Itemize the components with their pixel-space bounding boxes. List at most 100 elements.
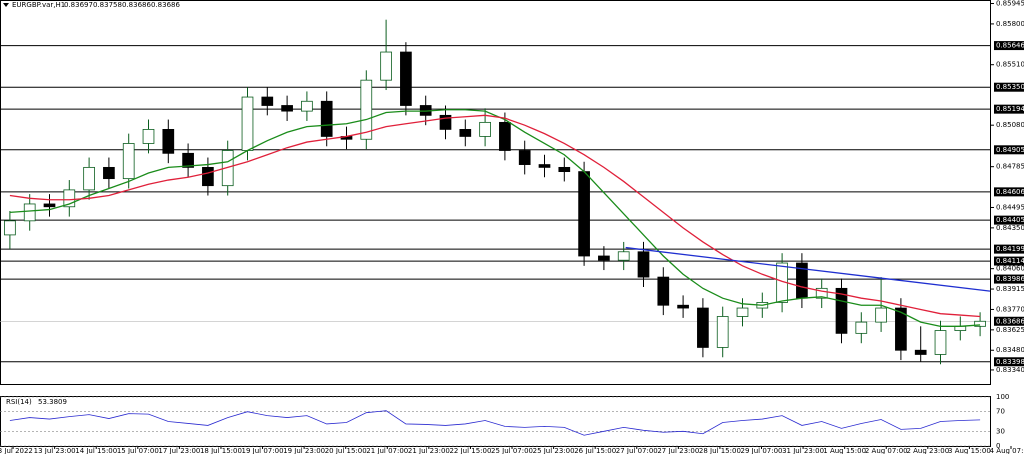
- candle-body: [677, 304, 689, 309]
- ohlc-value: 0.83686: [122, 1, 151, 9]
- ohlc-value: 0.83686: [151, 1, 180, 9]
- y-tick-label: 0.83770: [996, 305, 1024, 313]
- candle-body: [301, 100, 313, 112]
- candle-body: [202, 166, 214, 187]
- candle-body: [23, 203, 36, 222]
- candle-body: [83, 166, 95, 191]
- candle-body: [974, 320, 986, 327]
- x-tick-label: 29 Jul 07:00: [741, 447, 783, 454]
- candle-body: [380, 51, 392, 81]
- x-tick-label: 1 Aug 15:00: [823, 447, 866, 454]
- ohlc-value: 0.83697: [64, 1, 93, 9]
- candle-body: [855, 321, 868, 334]
- candle-body: [815, 287, 828, 299]
- x-tick-label: 18 Jul 15:00: [200, 447, 242, 454]
- candle-body: [934, 330, 947, 355]
- candle-body: [4, 220, 16, 236]
- title-arrow: [3, 3, 9, 7]
- candle-body: [914, 349, 927, 355]
- x-tick-label: 2 Aug 23:00: [906, 447, 949, 454]
- candle-body: [162, 129, 175, 154]
- x-tick-label: 21 Jul 07:00: [366, 447, 408, 454]
- candle-body: [360, 79, 373, 140]
- y-tick-label: 0.83915: [996, 285, 1024, 293]
- y-tick-label: 0.85945: [996, 0, 1024, 8]
- candle-body: [736, 307, 749, 317]
- last-price-label: 0.83686: [996, 317, 1024, 325]
- candle-body: [122, 143, 135, 180]
- x-tick-label: 13 Jul 23:00: [34, 447, 76, 454]
- y-tick-label: 0.84350: [996, 224, 1024, 232]
- level-label-box: [994, 215, 1024, 225]
- level-label: 0.85646: [996, 42, 1024, 50]
- moving-average: [9, 109, 981, 327]
- y-tick-label: 0.84495: [996, 203, 1024, 211]
- x-tick-label: 25 Jul 07:00: [491, 447, 533, 454]
- price-panel: [0, 0, 991, 385]
- rsi-tick-label: 70: [996, 408, 1005, 416]
- x-tick-label: 31 Jul 23:00: [782, 447, 824, 454]
- x-tick-label: 14 Jul 15:00: [75, 447, 117, 454]
- y-tick-label: 0.83340: [996, 366, 1024, 374]
- candle-body: [518, 150, 531, 165]
- level-label: 0.84114: [996, 257, 1024, 265]
- level-label: 0.83398: [996, 358, 1024, 366]
- candle-body: [617, 251, 630, 261]
- level-label: 0.85194: [996, 105, 1024, 113]
- y-tick-label: 0.83480: [996, 346, 1024, 354]
- x-tick-label: 22 Jul 15:00: [449, 447, 491, 454]
- level-label: 0.83986: [996, 275, 1024, 283]
- rsi-panel: [0, 396, 991, 447]
- level-label: 0.85350: [996, 83, 1024, 91]
- level-label-box: [994, 41, 1024, 51]
- x-tick-label: 21 Jul 23:00: [408, 447, 450, 454]
- candle-body: [439, 114, 452, 130]
- candle-body: [182, 152, 194, 168]
- x-tick-label: 26 Jul 15:00: [574, 447, 616, 454]
- candle-body: [895, 307, 907, 351]
- rsi-name: RSI(14): [6, 398, 32, 406]
- x-tick-label: 2 Aug 07:00: [865, 447, 908, 454]
- x-tick-label: 17 Jul 23:00: [158, 447, 200, 454]
- candle-body: [835, 287, 848, 334]
- x-tick-label: 19 Jul 23:00: [283, 447, 325, 454]
- level-label-box: [994, 357, 1024, 367]
- candle-body: [637, 251, 650, 278]
- x-tick-label: 27 Jul 07:00: [616, 447, 658, 454]
- level-label-box: [994, 187, 1024, 197]
- level-label-box: [994, 82, 1024, 92]
- candle-body: [657, 276, 670, 306]
- rsi-last: 53.3809: [38, 398, 67, 406]
- trendline: [625, 246, 991, 292]
- x-tick-label: 4 Aug 07:00: [990, 447, 1024, 454]
- candle-body: [281, 105, 293, 112]
- level-label-box: [994, 244, 1024, 254]
- candle-body: [716, 316, 729, 348]
- candle-body: [142, 129, 155, 144]
- level-label-box: [994, 104, 1024, 114]
- x-tick-label: 20 Jul 15:00: [325, 447, 367, 454]
- level-label: 0.84199: [996, 245, 1024, 253]
- candle-body: [400, 51, 412, 106]
- candle-body: [578, 171, 590, 257]
- candle-body: [63, 189, 76, 208]
- y-tick-label: 0.85510: [996, 61, 1024, 69]
- level-label: 0.84405: [996, 216, 1024, 224]
- x-tick-label: 13 Jul 2022: [0, 447, 33, 454]
- last-price-box: [994, 316, 1024, 326]
- x-tick-label: 25 Jul 23:00: [533, 447, 575, 454]
- chart-title: EURGBP.var,H1: [12, 1, 65, 9]
- level-label-box: [994, 145, 1024, 155]
- level-label: 0.84606: [996, 188, 1024, 196]
- y-tick-label: 0.84060: [996, 265, 1024, 273]
- level-label-box: [994, 256, 1024, 266]
- candle-body: [697, 307, 709, 348]
- candle-body: [320, 100, 333, 137]
- y-tick-label: 0.84785: [996, 163, 1024, 171]
- x-tick-label: 3 Aug 15:00: [948, 447, 991, 454]
- y-tick-label: 0.85800: [996, 20, 1024, 28]
- x-tick-label: 27 Jul 23:00: [657, 447, 699, 454]
- rsi-line: [9, 410, 981, 436]
- rsi-tick-label: 100: [996, 393, 1009, 401]
